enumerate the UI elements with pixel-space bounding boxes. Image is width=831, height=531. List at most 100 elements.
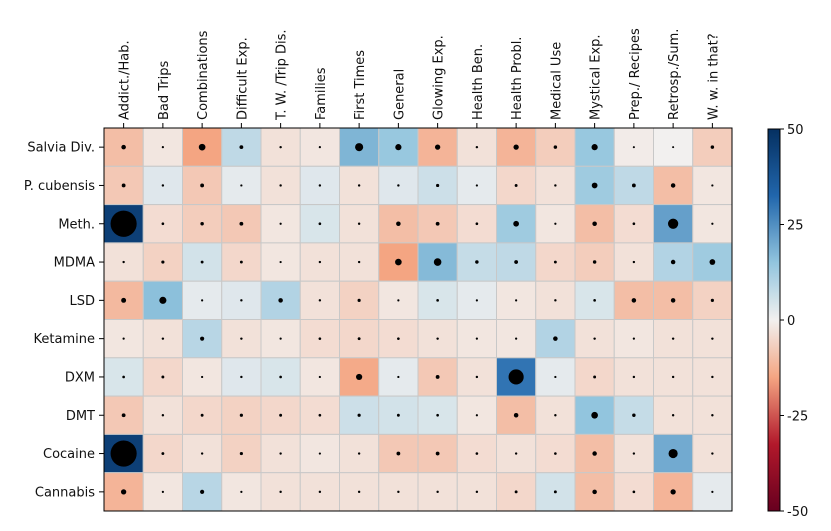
cell-marker bbox=[161, 222, 165, 226]
cell-marker bbox=[240, 375, 243, 379]
cell-marker bbox=[161, 146, 164, 149]
cell-marker bbox=[318, 299, 322, 302]
cell-marker bbox=[709, 259, 716, 265]
cell-marker bbox=[475, 337, 478, 340]
cell-marker bbox=[161, 452, 165, 455]
column-label-difficult-exp: Difficult Exp. bbox=[235, 37, 250, 120]
cell-marker bbox=[475, 145, 479, 149]
cell-marker bbox=[632, 260, 636, 264]
cell-marker bbox=[631, 183, 636, 188]
cell-marker bbox=[591, 144, 598, 151]
column-label-retrosp-sum: Retrosp./Sum. bbox=[667, 29, 682, 120]
cell-marker bbox=[670, 489, 676, 495]
cell-marker bbox=[592, 451, 597, 456]
cell-marker bbox=[671, 337, 675, 340]
cell-marker bbox=[475, 452, 479, 455]
row-label-salvia-div: Salvia Div. bbox=[27, 141, 95, 156]
column-label-health-probl: Health Probl. bbox=[510, 37, 525, 120]
cell-marker bbox=[711, 222, 714, 225]
cell-marker bbox=[592, 221, 597, 227]
cell-marker bbox=[670, 259, 676, 265]
cell-marker bbox=[710, 145, 715, 149]
column-label-general: General bbox=[392, 69, 407, 120]
cell-marker bbox=[553, 260, 557, 264]
column-label-w-w-in-that: W. w. in that? bbox=[706, 33, 721, 120]
colorbar-tick-label: 0 bbox=[787, 314, 795, 329]
colorbar-tick-label: -25 bbox=[787, 410, 808, 425]
heatmap-cell bbox=[339, 472, 380, 512]
cell-marker bbox=[395, 258, 402, 266]
cell-marker bbox=[161, 375, 165, 379]
cell-marker bbox=[591, 182, 598, 189]
cell-marker bbox=[357, 337, 361, 341]
cell-marker bbox=[475, 222, 479, 226]
cell-marker bbox=[357, 413, 361, 417]
cell-marker bbox=[670, 183, 676, 188]
row-label-meth: Meth. bbox=[58, 217, 95, 232]
cell-marker bbox=[121, 413, 126, 418]
colorbar-tick-label: 50 bbox=[787, 123, 804, 138]
cell-marker bbox=[436, 490, 439, 494]
cell-marker bbox=[667, 218, 679, 229]
cell-marker bbox=[239, 221, 244, 226]
cell-marker bbox=[198, 143, 206, 151]
colorbar-tick-label: 25 bbox=[787, 219, 804, 234]
cell-marker bbox=[120, 489, 127, 495]
cell-marker bbox=[553, 336, 558, 341]
cell-marker bbox=[632, 490, 636, 494]
cell-marker bbox=[318, 146, 321, 149]
cell-marker bbox=[121, 144, 126, 150]
cell-marker bbox=[513, 220, 519, 227]
cell-marker bbox=[161, 490, 164, 493]
cell-marker bbox=[318, 222, 322, 226]
column-label-addict-hab: Addict./Hab. bbox=[118, 40, 133, 120]
cell-marker bbox=[436, 299, 439, 302]
cell-marker bbox=[554, 414, 557, 417]
cell-marker bbox=[435, 221, 440, 226]
cell-marker bbox=[397, 184, 400, 187]
cell-marker bbox=[711, 375, 714, 379]
cell-marker bbox=[357, 490, 361, 494]
cell-marker bbox=[436, 337, 439, 340]
column-label-mystical-exp: Mystical Exp. bbox=[589, 34, 604, 120]
cell-marker bbox=[279, 490, 282, 494]
cell-marker bbox=[475, 490, 479, 494]
cell-marker bbox=[631, 298, 637, 303]
cell-marker bbox=[475, 375, 479, 379]
cell-marker bbox=[632, 375, 636, 379]
cell-marker bbox=[200, 452, 204, 455]
cell-marker bbox=[593, 375, 597, 379]
cell-marker bbox=[239, 145, 244, 150]
cell-marker bbox=[122, 337, 125, 340]
cell-marker bbox=[357, 184, 361, 187]
cell-marker bbox=[513, 144, 519, 150]
cell-marker bbox=[240, 299, 243, 302]
cell-marker bbox=[434, 144, 441, 150]
cell-marker bbox=[554, 184, 557, 187]
heatmap-cell bbox=[378, 127, 419, 167]
cell-marker bbox=[318, 375, 321, 379]
cell-marker bbox=[397, 299, 400, 302]
cell-marker bbox=[668, 448, 678, 459]
column-label-first-times: First Times bbox=[353, 50, 368, 120]
cell-marker bbox=[121, 297, 127, 303]
cell-marker bbox=[396, 451, 401, 456]
cell-marker bbox=[436, 183, 440, 188]
cell-marker bbox=[475, 414, 478, 417]
row-label-dmt: DMT bbox=[66, 409, 95, 424]
cell-marker bbox=[200, 260, 204, 264]
column-label-glowing-exp: Glowing Exp. bbox=[432, 35, 447, 120]
column-label-bad-trips: Bad Trips bbox=[157, 60, 172, 120]
cell-marker bbox=[318, 413, 322, 417]
cell-marker bbox=[632, 452, 636, 455]
cell-marker bbox=[200, 336, 205, 341]
cell-marker bbox=[318, 490, 322, 494]
cell-marker bbox=[671, 414, 675, 417]
cell-marker bbox=[513, 412, 519, 418]
cell-marker bbox=[357, 222, 361, 225]
cell-marker bbox=[161, 260, 165, 264]
cell-marker bbox=[711, 490, 714, 493]
cell-marker bbox=[593, 299, 596, 302]
